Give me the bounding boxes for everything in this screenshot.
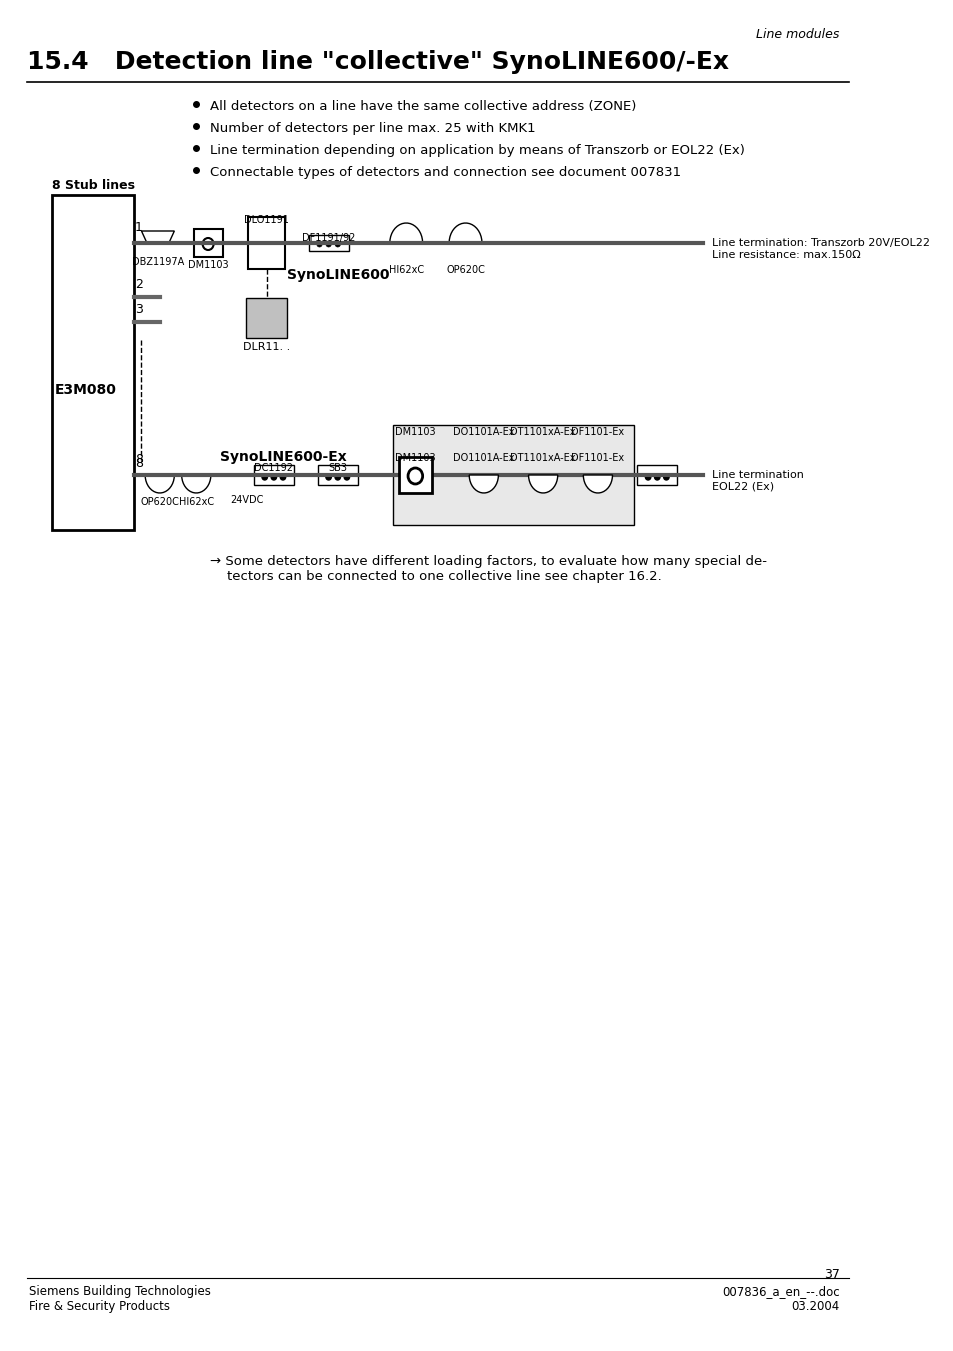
Text: 03.2004: 03.2004 [791, 1300, 839, 1313]
Text: 2: 2 [135, 278, 143, 290]
Text: SynoLINE600-Ex: SynoLINE600-Ex [219, 450, 346, 463]
Text: DT1101xA-Ex: DT1101xA-Ex [510, 427, 576, 436]
Text: 8 Stub lines: 8 Stub lines [52, 178, 135, 192]
Circle shape [316, 240, 322, 247]
Circle shape [326, 240, 331, 247]
Text: Line termination depending on application by means of Transzorb or EOL22 (Ex): Line termination depending on applicatio… [210, 145, 744, 157]
Text: SynoLINE600: SynoLINE600 [286, 267, 389, 282]
Text: 15.4   Detection line "collective" SynoLINE600/-Ex: 15.4 Detection line "collective" SynoLIN… [28, 50, 729, 74]
Text: DF1101-Ex: DF1101-Ex [571, 453, 624, 463]
Text: 24VDC: 24VDC [230, 494, 263, 505]
Text: → Some detectors have different loading factors, to evaluate how many special de: → Some detectors have different loading … [210, 555, 766, 584]
Text: DLO1191: DLO1191 [244, 215, 289, 226]
Text: DLR11. .: DLR11. . [243, 342, 290, 353]
Bar [398, 457, 432, 493]
Polygon shape [390, 223, 422, 243]
Text: DM1103: DM1103 [188, 259, 228, 270]
Text: DT1101xA-Ex: DT1101xA-Ex [510, 453, 576, 463]
Circle shape [262, 474, 267, 480]
Polygon shape [145, 476, 174, 493]
Circle shape [335, 240, 340, 247]
Bar [637, 465, 677, 485]
Text: DO1101A-Ex: DO1101A-Ex [453, 453, 514, 463]
Text: Line termination: Transzorb 20V/EOL22
Line resistance: max.150Ω: Line termination: Transzorb 20V/EOL22 Li… [711, 238, 929, 259]
Text: SB3: SB3 [328, 463, 347, 473]
Text: OP620C: OP620C [446, 265, 484, 276]
Bar [52, 195, 134, 530]
Text: HI62xC: HI62xC [178, 497, 213, 507]
Polygon shape [469, 476, 497, 493]
Bar [248, 218, 285, 269]
Text: Connectable types of detectors and connection see document 007831: Connectable types of detectors and conne… [210, 166, 680, 178]
Text: 007836_a_en_--.doc: 007836_a_en_--.doc [721, 1285, 839, 1298]
Bar [392, 426, 634, 526]
Circle shape [654, 474, 659, 480]
Text: DC1192: DC1192 [254, 463, 293, 473]
Polygon shape [141, 231, 174, 243]
Polygon shape [449, 223, 481, 243]
Bar [308, 235, 349, 251]
Text: Number of detectors per line max. 25 with KMK1: Number of detectors per line max. 25 wit… [210, 122, 535, 135]
Circle shape [344, 474, 349, 480]
Text: OP620C: OP620C [140, 497, 179, 507]
Bar [193, 230, 222, 257]
Text: DM1103: DM1103 [395, 427, 436, 436]
Text: DBZ1197A: DBZ1197A [132, 257, 184, 267]
Circle shape [202, 238, 213, 250]
Circle shape [271, 474, 276, 480]
Bar [246, 299, 286, 338]
Bar [253, 465, 294, 485]
Circle shape [326, 474, 331, 480]
Bar [317, 465, 357, 485]
Polygon shape [528, 476, 558, 493]
Text: HI62xC: HI62xC [388, 265, 423, 276]
Text: DM1103: DM1103 [395, 453, 436, 463]
Circle shape [335, 474, 340, 480]
Text: Fire & Security Products: Fire & Security Products [30, 1300, 170, 1313]
Text: E3M080: E3M080 [54, 382, 116, 397]
Polygon shape [181, 476, 211, 493]
Text: DO1101A-Ex: DO1101A-Ex [453, 427, 514, 436]
Text: Line termination
EOL22 (Ex): Line termination EOL22 (Ex) [711, 470, 803, 492]
Text: 1: 1 [135, 222, 143, 234]
Text: Line modules: Line modules [756, 28, 839, 41]
Text: DF1101-Ex: DF1101-Ex [571, 427, 624, 436]
Polygon shape [582, 476, 612, 493]
Circle shape [663, 474, 668, 480]
Circle shape [408, 467, 422, 484]
Text: All detectors on a line have the same collective address (ZONE): All detectors on a line have the same co… [210, 100, 636, 113]
Text: DF1191/92: DF1191/92 [301, 232, 355, 243]
Circle shape [280, 474, 285, 480]
Text: 37: 37 [823, 1269, 839, 1281]
Text: 8: 8 [135, 457, 143, 470]
Text: 8: 8 [135, 453, 143, 466]
Text: 3: 3 [135, 303, 143, 316]
Text: Siemens Building Technologies: Siemens Building Technologies [30, 1285, 211, 1298]
Circle shape [644, 474, 650, 480]
